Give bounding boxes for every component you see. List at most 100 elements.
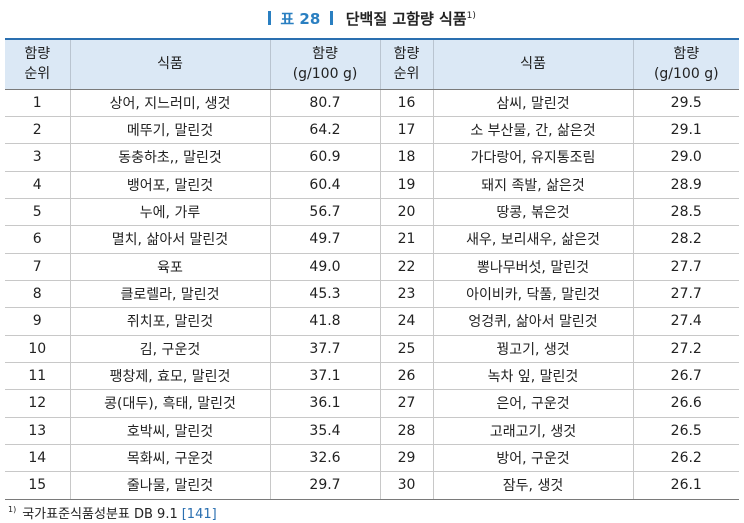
- food-cell: 호박씨, 말린것: [69, 416, 271, 445]
- table-row: 4 뱅어포, 말린것 60.4 19 돼지 족발, 삶은것 28.9: [5, 170, 739, 199]
- rank-cell-2: 28: [379, 416, 434, 445]
- rank-cell: 8: [5, 279, 71, 309]
- amount-cell-2: 26.2: [632, 443, 739, 473]
- food-cell: 멸치, 삶아서 말린것: [69, 225, 271, 254]
- footnote-mark: 1): [8, 505, 17, 514]
- food-cell: 동충하초,, 말린것: [69, 143, 271, 172]
- table-row: 10 김, 구운것 37.7 25 꿩고기, 생것 27.2: [5, 334, 739, 363]
- rank-cell-2: 21: [379, 225, 434, 254]
- amount-cell-2: 29.0: [632, 143, 739, 172]
- caption-footnote-mark: 1): [466, 11, 476, 21]
- amount-cell: 32.6: [269, 443, 381, 473]
- food-cell-2: 방어, 구운것: [432, 443, 634, 473]
- amount-cell: 29.7: [269, 471, 381, 500]
- rank-cell-2: 20: [379, 197, 434, 227]
- rank-cell: 11: [5, 361, 71, 391]
- food-cell: 뱅어포, 말린것: [69, 170, 271, 199]
- food-cell-2: 엉겅퀴, 삶아서 말린것: [432, 307, 634, 336]
- amount-cell: 36.1: [269, 389, 381, 418]
- food-cell-2: 땅콩, 볶은것: [432, 197, 634, 227]
- footnote-reference[interactable]: [141]: [181, 507, 217, 522]
- amount-cell: 41.8: [269, 307, 381, 336]
- amount-cell-2: 27.7: [632, 279, 739, 309]
- header-food-2: 식품: [432, 38, 634, 90]
- food-cell-2: 아이비카, 닥풀, 말린것: [432, 279, 634, 309]
- rank-cell: 5: [5, 197, 71, 227]
- rank-cell: 4: [5, 170, 71, 199]
- food-cell-2: 잠두, 생것: [432, 471, 634, 500]
- table-number: 표 28: [280, 10, 321, 28]
- amount-cell: 49.7: [269, 225, 381, 254]
- rank-cell: 2: [5, 115, 71, 145]
- amount-cell-2: 27.2: [632, 334, 739, 363]
- food-cell: 팽창제, 효모, 말린것: [69, 361, 271, 391]
- rank-cell: 1: [5, 88, 71, 117]
- amount-cell: 49.0: [269, 252, 381, 281]
- table-title: 단백질 고함량 식품: [345, 10, 467, 28]
- food-cell-2: 새우, 보리새우, 삶은것: [432, 225, 634, 254]
- rank-cell-2: 27: [379, 389, 434, 418]
- rank-cell-2: 30: [379, 471, 434, 500]
- amount-cell-2: 26.1: [632, 471, 739, 500]
- amount-cell-2: 26.7: [632, 361, 739, 391]
- rank-cell-2: 29: [379, 443, 434, 473]
- amount-cell-2: 26.5: [632, 416, 739, 445]
- header-rank-2: 함량 순위: [379, 38, 434, 90]
- rank-cell: 12: [5, 389, 71, 418]
- rank-cell-2: 22: [379, 252, 434, 281]
- table-body: 1 상어, 지느러미, 생것 80.7 16 삼씨, 말린것 29.5 2 메뚜기, 말린것 6…: [5, 88, 739, 500]
- amount-cell: 45.3: [269, 279, 381, 309]
- amount-cell: 35.4: [269, 416, 381, 445]
- rank-cell: 6: [5, 225, 71, 254]
- table-caption: 표 28 단백질 고함량 식품1): [0, 6, 744, 29]
- amount-cell-2: 28.9: [632, 170, 739, 199]
- rank-cell: 9: [5, 307, 71, 336]
- food-cell-2: 뽕나무버섯, 말린것: [432, 252, 634, 281]
- amount-cell-2: 29.5: [632, 88, 739, 117]
- table-row: 7 육포 49.0 22 뽕나무버섯, 말린것 27.7: [5, 252, 739, 281]
- rank-cell-2: 26: [379, 361, 434, 391]
- food-cell: 메뚜기, 말린것: [69, 115, 271, 145]
- food-cell: 클로렐라, 말린것: [69, 279, 271, 309]
- food-cell: 쥐치포, 말린것: [69, 307, 271, 336]
- rank-cell: 15: [5, 471, 71, 500]
- table-row: 3 동충하초,, 말린것 60.9 18 가다랑어, 유지통조림 29.0: [5, 143, 739, 172]
- header-amount: 함량 (g/100 g): [269, 38, 381, 90]
- amount-cell-2: 28.5: [632, 197, 739, 227]
- food-cell-2: 삼씨, 말린것: [432, 88, 634, 117]
- food-cell: 김, 구운것: [69, 334, 271, 363]
- rank-cell-2: 25: [379, 334, 434, 363]
- food-cell: 콩(대두), 흑태, 말린것: [69, 389, 271, 418]
- food-cell-2: 가다랑어, 유지통조림: [432, 143, 634, 172]
- table-row: 12 콩(대두), 흑태, 말린것 36.1 27 은어, 구운것 26.6: [5, 389, 739, 418]
- rank-cell: 14: [5, 443, 71, 473]
- food-cell-2: 은어, 구운것: [432, 389, 634, 418]
- food-cell-2: 고래고기, 생것: [432, 416, 634, 445]
- food-cell-2: 꿩고기, 생것: [432, 334, 634, 363]
- table-row: 11 팽창제, 효모, 말린것 37.1 26 녹차 잎, 말린것 26.7: [5, 361, 739, 391]
- table-row: 6 멸치, 삶아서 말린것 49.7 21 새우, 보리새우, 삶은것 28.2: [5, 225, 739, 254]
- amount-cell: 37.7: [269, 334, 381, 363]
- food-cell: 육포: [69, 252, 271, 281]
- header-food: 식품: [69, 38, 271, 90]
- food-cell: 누에, 가루: [69, 197, 271, 227]
- table-row: 9 쥐치포, 말린것 41.8 24 엉겅퀴, 삶아서 말린것 27.4: [5, 307, 739, 336]
- amount-cell-2: 28.2: [632, 225, 739, 254]
- header-rank: 함량 순위: [5, 38, 71, 90]
- table-row: 8 클로렐라, 말린것 45.3 23 아이비카, 닥풀, 말린것 27.7: [5, 279, 739, 309]
- rank-cell-2: 23: [379, 279, 434, 309]
- footnote: 1) 국가표준식품성분표 DB 9.1 [141]: [8, 502, 217, 523]
- table-row: 14 목화씨, 구운것 32.6 29 방어, 구운것 26.2: [5, 443, 739, 473]
- caption-bar-left: [268, 11, 272, 25]
- table-row: 15 줄나물, 말린것 29.7 30 잠두, 생것 26.1: [5, 471, 739, 500]
- amount-cell: 64.2: [269, 115, 381, 145]
- amount-cell: 80.7: [269, 88, 381, 117]
- rank-cell: 3: [5, 143, 71, 172]
- table-row: 5 누에, 가루 56.7 20 땅콩, 볶은것 28.5: [5, 197, 739, 227]
- rank-cell-2: 16: [379, 88, 434, 117]
- header-amount-2: 함량 (g/100 g): [632, 38, 739, 90]
- rank-cell: 13: [5, 416, 71, 445]
- food-cell: 줄나물, 말린것: [69, 471, 271, 500]
- table-header-row: 함량 순위 식품 함량 (g/100 g) 함량 순위 식품 함량 (g/100 g): [5, 38, 739, 90]
- amount-cell: 37.1: [269, 361, 381, 391]
